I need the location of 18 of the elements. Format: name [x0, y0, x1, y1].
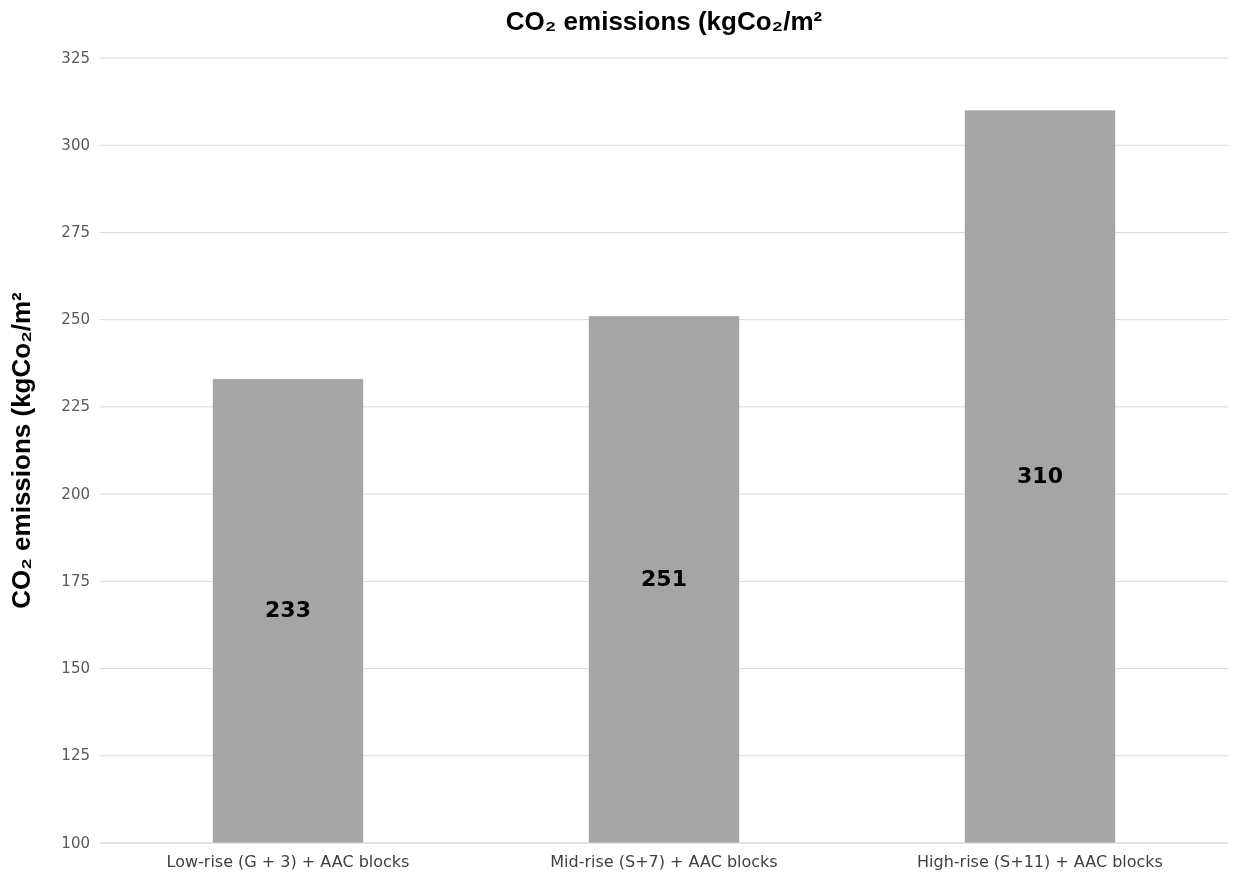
y-tick-label: 225 — [61, 397, 90, 416]
y-tick-label: 125 — [61, 746, 90, 765]
x-tick-label: Mid-rise (S+7) + AAC blocks — [550, 852, 778, 871]
y-axis-title: CO₂ emissions (kgCo₂/m² — [6, 291, 36, 609]
y-tick-label: 300 — [61, 135, 90, 154]
y-tick-label: 100 — [61, 833, 90, 852]
y-tick-label: 275 — [61, 222, 90, 241]
y-tick-label: 200 — [61, 484, 90, 503]
y-tick-label: 150 — [61, 659, 90, 678]
x-tick-label: Low-rise (G + 3) + AAC blocks — [166, 852, 410, 871]
data-label: 233 — [265, 596, 311, 622]
y-tick-label: 325 — [61, 48, 90, 67]
x-tick-label: High-rise (S+11) + AAC blocks — [917, 852, 1163, 871]
chart-title: CO₂ emissions (kgCo₂/m² — [505, 6, 823, 36]
y-tick-label: 250 — [61, 310, 90, 329]
data-label: 251 — [641, 565, 687, 591]
data-label: 310 — [1017, 462, 1063, 488]
y-tick-label: 175 — [61, 571, 90, 590]
